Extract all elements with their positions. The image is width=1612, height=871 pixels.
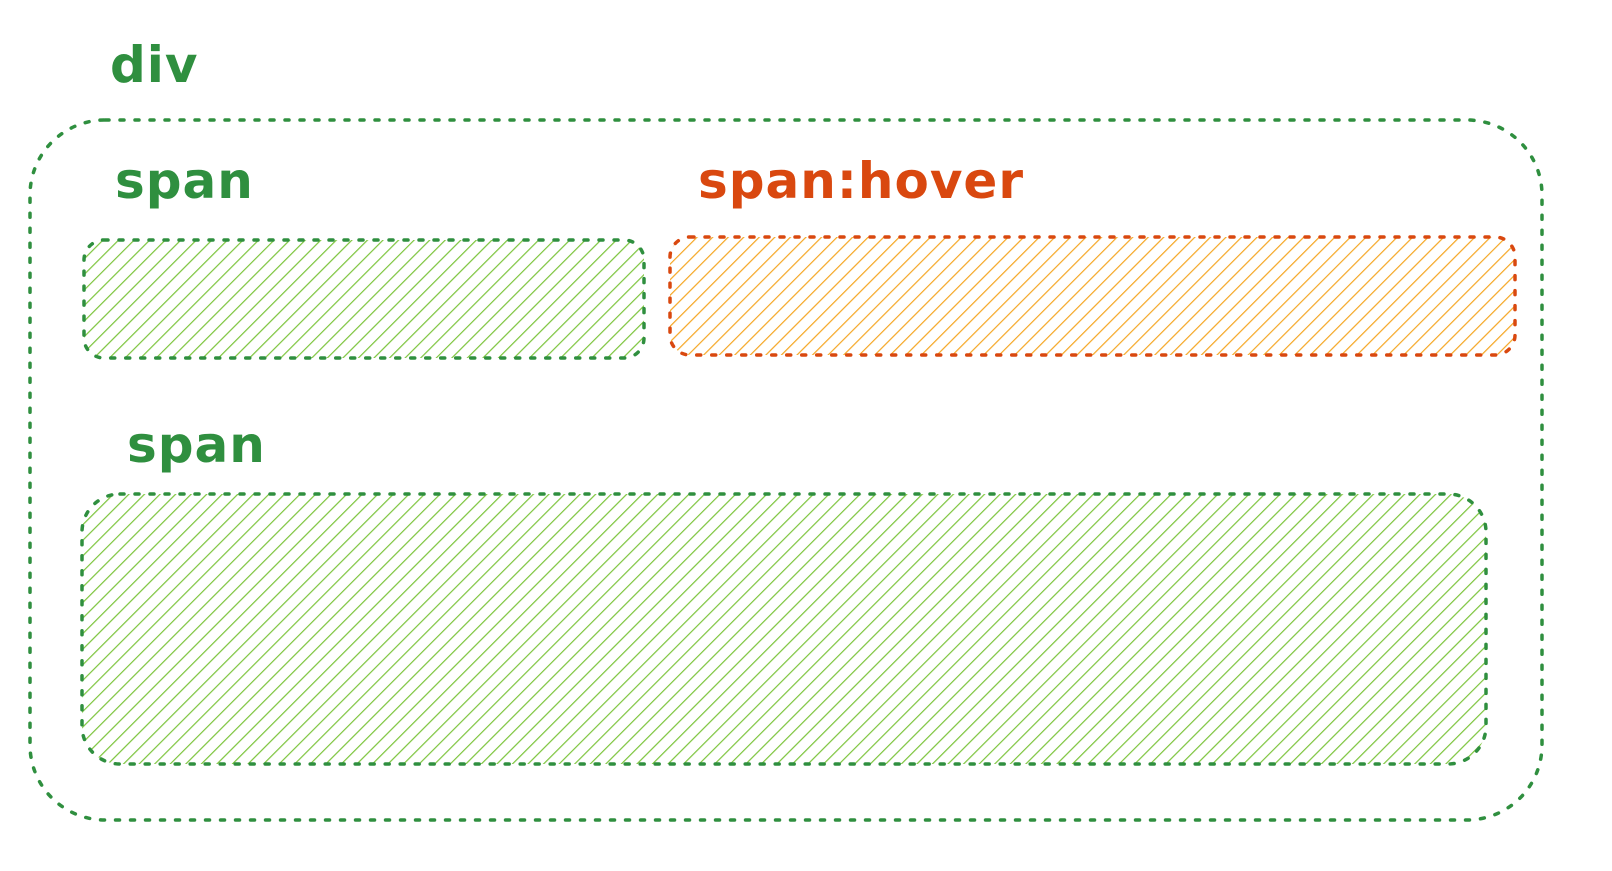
span-hover: span:hover (668, 152, 1517, 357)
span-top-left: span (82, 152, 646, 360)
div-container-border (28, 118, 1544, 822)
span-bottom-border (80, 492, 1488, 766)
span-top-left-fill (84, 240, 644, 358)
span-hover-label: span:hover (698, 152, 1024, 210)
span-hover-fill (670, 237, 1515, 355)
span-bottom: span (80, 416, 1488, 766)
span-top-left-border (82, 238, 646, 360)
span-top-left-label: span (115, 152, 254, 210)
span-hover-border (668, 235, 1517, 357)
span-bottom-fill (82, 494, 1486, 764)
span-bottom-label: span (127, 416, 266, 474)
div-label: div (110, 36, 199, 94)
div-container: div (28, 36, 1544, 822)
